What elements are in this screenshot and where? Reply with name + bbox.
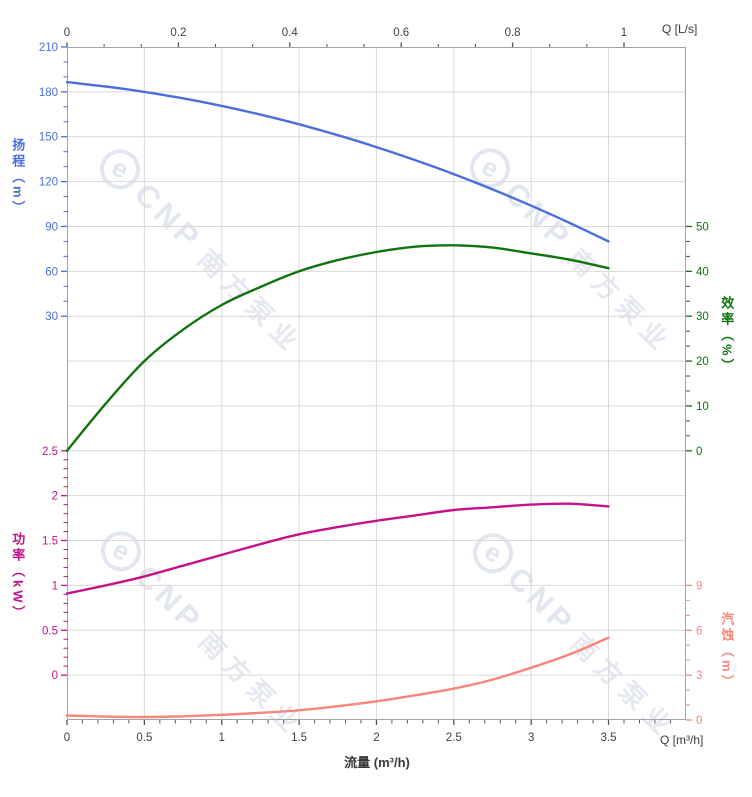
svg-text:3: 3 bbox=[696, 670, 702, 682]
svg-text:50: 50 bbox=[696, 221, 709, 233]
svg-text:9: 9 bbox=[696, 580, 702, 592]
svg-text:3.5: 3.5 bbox=[601, 732, 617, 744]
svg-text:0: 0 bbox=[696, 446, 702, 458]
svg-text:1: 1 bbox=[621, 27, 627, 39]
bottom-axis: 0 0.5 1 1.5 2 2.5 3 3.5 bbox=[64, 720, 671, 744]
svg-text:1: 1 bbox=[219, 732, 225, 744]
svg-text:120: 120 bbox=[39, 177, 58, 189]
svg-text:0.5: 0.5 bbox=[42, 625, 58, 637]
svg-text:3: 3 bbox=[528, 732, 534, 744]
svg-text:0.8: 0.8 bbox=[505, 27, 521, 39]
npsh-curve bbox=[65, 636, 610, 719]
flow-axis-title: 流量 (m³/h) bbox=[344, 755, 410, 770]
svg-text:2: 2 bbox=[52, 491, 58, 503]
top-axis: 0 0.2 0.4 0.6 0.8 1 bbox=[64, 27, 627, 47]
svg-text:1: 1 bbox=[52, 580, 58, 592]
svg-text:0.6: 0.6 bbox=[393, 27, 409, 39]
svg-text:180: 180 bbox=[39, 87, 58, 99]
npsh-axis-title: 汽蚀（m） bbox=[719, 612, 735, 691]
head-axis: 210 180 150 120 90 60 30 bbox=[39, 42, 68, 323]
svg-text:2.5: 2.5 bbox=[42, 446, 58, 458]
svg-text:2: 2 bbox=[373, 732, 379, 744]
svg-text:0: 0 bbox=[64, 732, 70, 744]
power-axis-title: 功率（kW） bbox=[10, 532, 26, 622]
svg-text:30: 30 bbox=[696, 311, 709, 323]
svg-text:30: 30 bbox=[45, 311, 58, 323]
svg-text:2.5: 2.5 bbox=[446, 732, 462, 744]
svg-text:150: 150 bbox=[39, 132, 58, 144]
gridlines bbox=[67, 47, 686, 720]
svg-text:0.5: 0.5 bbox=[136, 732, 152, 744]
efficiency-axis: 50 40 30 20 10 0 bbox=[686, 221, 709, 458]
svg-text:20: 20 bbox=[696, 356, 709, 368]
head-axis-title: 扬程（m） bbox=[10, 138, 26, 217]
svg-text:40: 40 bbox=[696, 266, 709, 278]
svg-text:0.4: 0.4 bbox=[282, 27, 299, 39]
efficiency-curve bbox=[65, 244, 610, 452]
efficiency-axis-title: 效率（%） bbox=[719, 296, 735, 375]
svg-text:1.5: 1.5 bbox=[42, 536, 58, 548]
svg-text:90: 90 bbox=[45, 221, 58, 233]
bottom-axis-unit-label: Q [m³/h] bbox=[660, 733, 704, 747]
svg-text:210: 210 bbox=[39, 42, 58, 54]
plot-border bbox=[67, 47, 686, 720]
svg-text:0: 0 bbox=[52, 670, 58, 682]
svg-text:0: 0 bbox=[696, 715, 702, 727]
svg-text:60: 60 bbox=[45, 266, 58, 278]
power-axis: 2.5 2 1.5 1 0.5 0 bbox=[42, 446, 68, 682]
svg-text:10: 10 bbox=[696, 401, 709, 413]
power-curve bbox=[65, 502, 610, 595]
head-curve bbox=[65, 80, 610, 243]
svg-text:0.2: 0.2 bbox=[170, 27, 186, 39]
npsh-axis: 9 6 3 0 bbox=[686, 580, 702, 727]
svg-text:6: 6 bbox=[696, 625, 702, 637]
top-axis-unit-label: Q [L/s] bbox=[662, 22, 698, 36]
svg-text:0: 0 bbox=[64, 27, 70, 39]
svg-text:1.5: 1.5 bbox=[291, 732, 307, 744]
